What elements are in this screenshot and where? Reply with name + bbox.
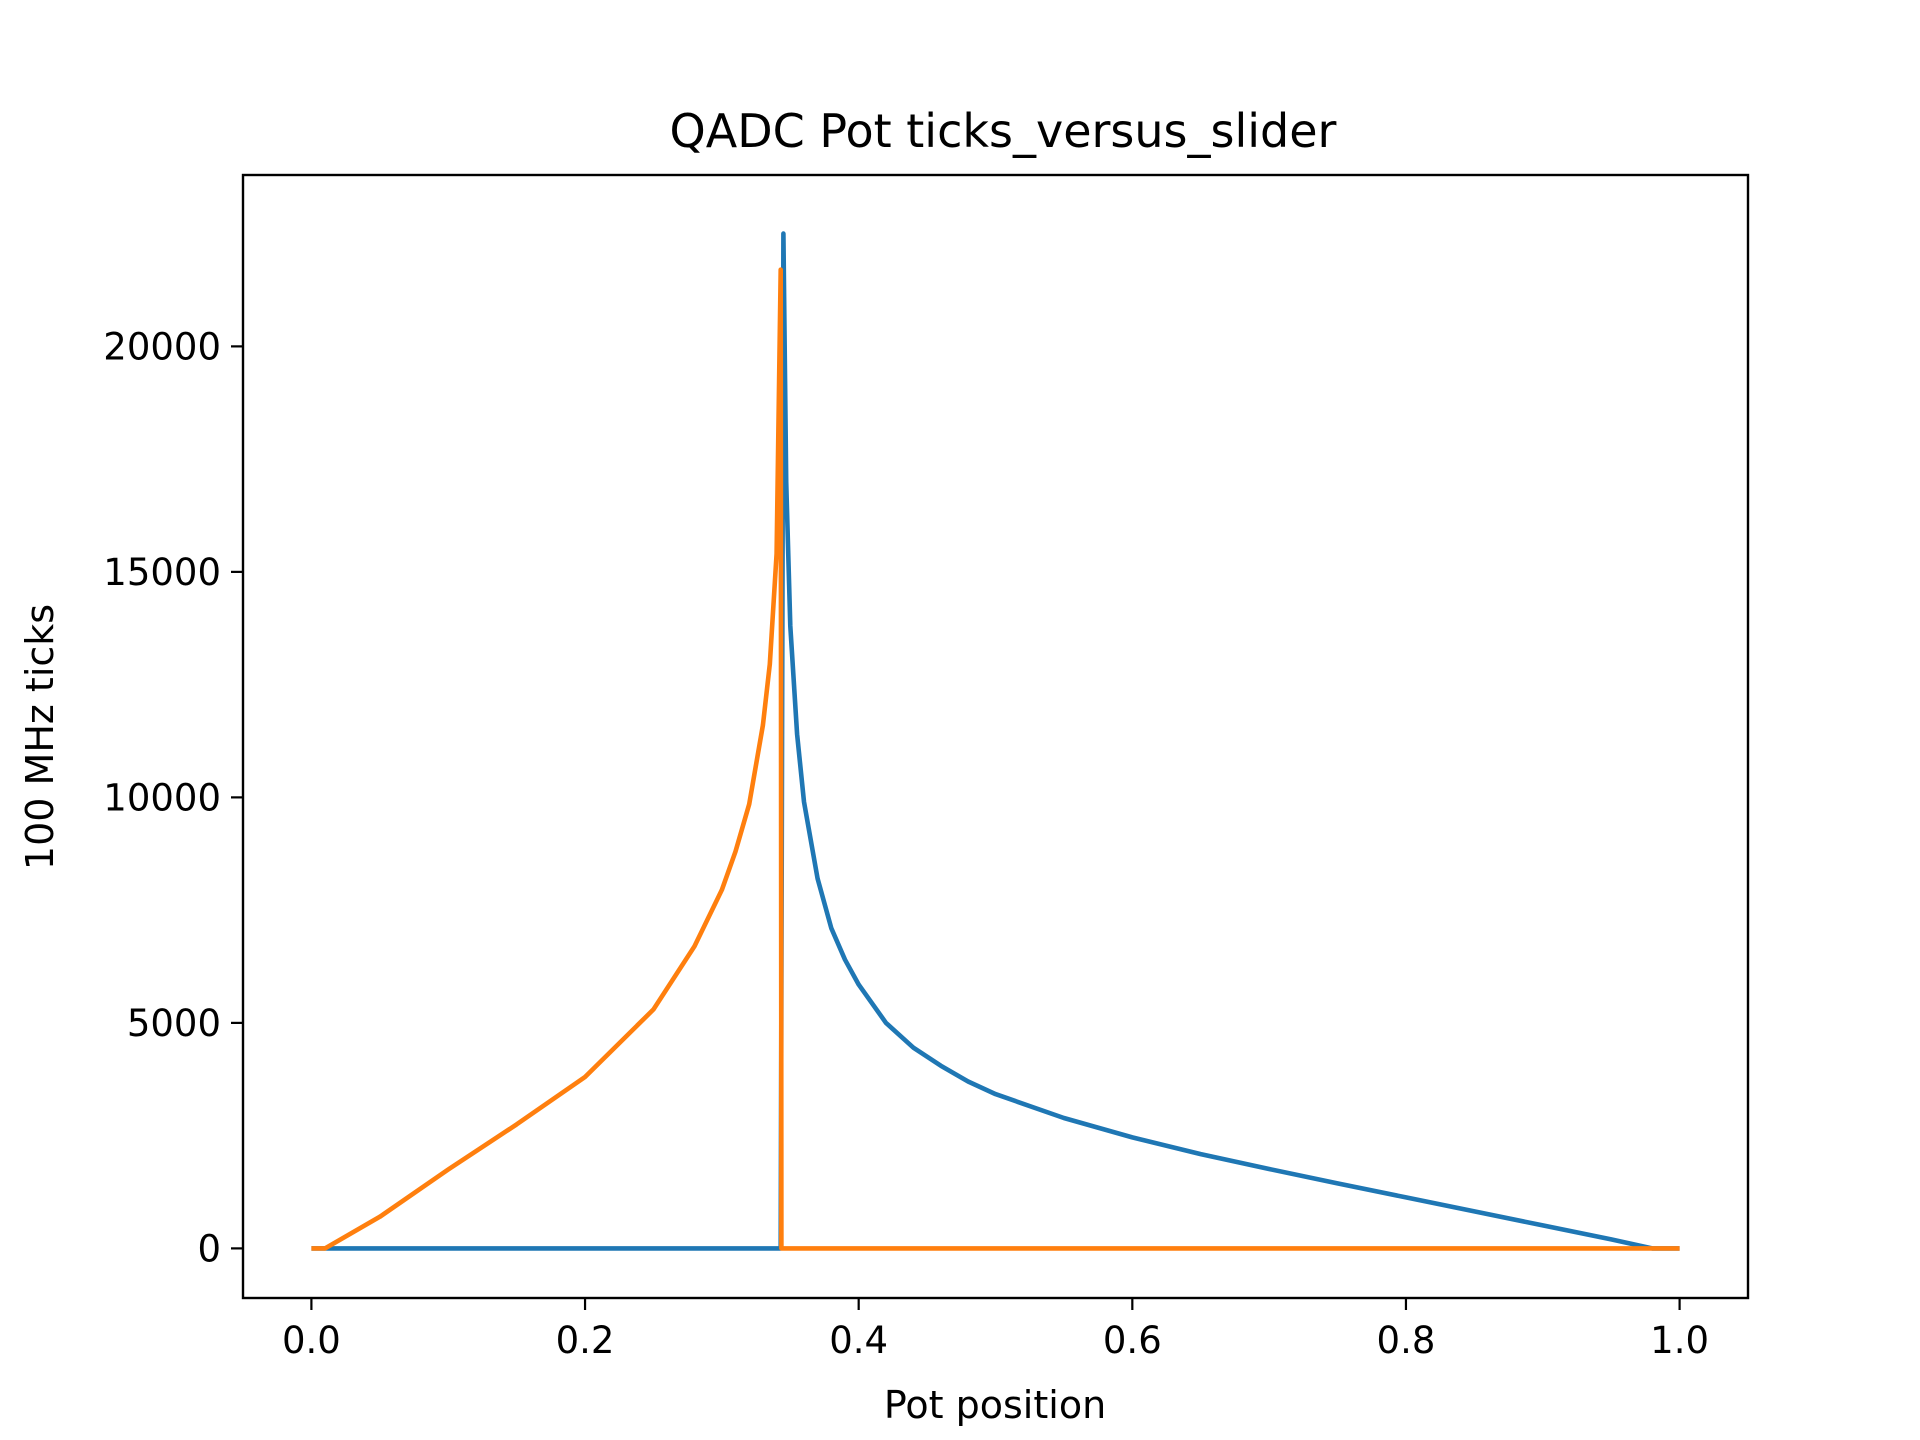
x-tick-label: 0.2 xyxy=(556,1319,615,1362)
plot-frame xyxy=(241,173,1750,1300)
x-tick-label: 0.0 xyxy=(282,1319,341,1362)
y-axis-label: 100 MHz ticks xyxy=(18,604,62,870)
x-axis-ticks: 0.0 0.2 0.4 0.6 0.8 1.0 xyxy=(282,1298,1709,1362)
y-tick-label: 20000 xyxy=(103,325,221,368)
plot-area xyxy=(311,231,1680,1251)
y-tick-label: 10000 xyxy=(103,776,221,819)
y-tick-label: 5000 xyxy=(127,1002,221,1045)
x-tick-label: 0.6 xyxy=(1103,1319,1162,1362)
series-line-1 xyxy=(311,231,1680,1251)
chart-title: QADC Pot ticks_versus_slider xyxy=(670,104,1337,158)
y-axis-ticks: 0 5000 10000 15000 20000 xyxy=(103,325,243,1270)
x-tick-label: 0.8 xyxy=(1377,1319,1436,1362)
x-tick-label: 0.4 xyxy=(829,1319,888,1362)
x-axis-label: Pot position xyxy=(884,1383,1106,1427)
y-tick-label: 0 xyxy=(197,1227,221,1270)
y-tick-label: 15000 xyxy=(103,551,221,594)
x-tick-label: 1.0 xyxy=(1650,1319,1709,1362)
series-line-2 xyxy=(311,267,1680,1251)
